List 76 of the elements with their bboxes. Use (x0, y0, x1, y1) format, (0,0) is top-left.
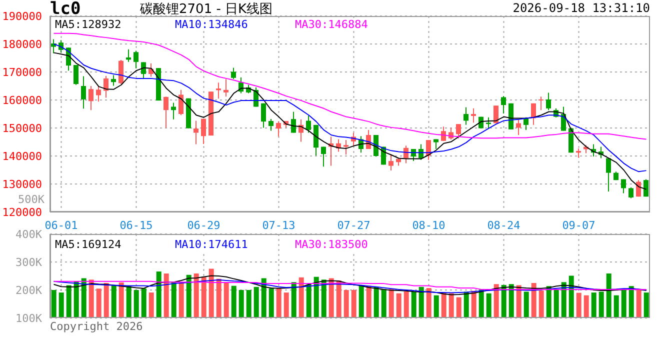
candlestick (171, 102, 176, 120)
candlestick (516, 119, 521, 136)
y-tick-label: 200K (16, 284, 42, 297)
y-tick-label: 180000 (2, 38, 42, 51)
candlestick (141, 62, 146, 80)
candlestick (118, 59, 124, 85)
candlestick (96, 86, 101, 102)
candlestick (178, 89, 184, 116)
x-tick-label: 08-10 (412, 219, 446, 232)
candlestick (321, 146, 326, 168)
candlestick (486, 116, 491, 129)
series-label: MA5:128932 (55, 18, 122, 31)
candlestick (441, 126, 446, 142)
candlestick (201, 118, 206, 144)
candlestick (546, 92, 551, 111)
candlestick (51, 38, 56, 54)
y-tick-label: 120000 (2, 206, 42, 219)
annotation: lc0 (50, 0, 81, 19)
line-series (53, 279, 647, 294)
candlestick (224, 78, 228, 98)
text: MA5:169124 (55, 238, 122, 251)
text: 500K (18, 193, 44, 206)
candlestick (501, 96, 506, 114)
text: MA30:183500 (295, 238, 368, 251)
line-series (53, 275, 647, 296)
candlestick (104, 75, 108, 98)
text: MA10:134846 (175, 18, 248, 31)
candlestick (388, 154, 394, 172)
candlestick (74, 64, 78, 86)
text: MA30:146884 (295, 18, 368, 31)
candlestick (314, 124, 318, 156)
candlestick (164, 96, 168, 128)
text: 2026-09-18 13:31:10 (512, 1, 650, 15)
candlestick (606, 158, 611, 192)
candlestick (194, 120, 198, 145)
y-tick-label: 400K (16, 228, 42, 241)
text: Copyright 2026 (50, 320, 143, 333)
candlestick (276, 121, 281, 138)
y-tick-label: 300K (16, 256, 42, 269)
candlestick (81, 76, 86, 110)
candlestick (88, 86, 94, 111)
y-tick-label: 100K (16, 312, 42, 325)
candlestick (231, 67, 236, 80)
candlestick (134, 50, 138, 69)
candlestick (111, 74, 116, 86)
x-tick-label: 07-13 (262, 219, 296, 232)
candlestick (456, 124, 461, 139)
chart-title: 碳酸锂2701 - 日K线图 (140, 1, 273, 18)
candlestick (261, 102, 266, 128)
text: MA10:174611 (175, 238, 248, 251)
x-tick-label: 06-29 (187, 219, 220, 232)
x-tick-label: 06-01 (44, 219, 78, 232)
x-tick-label: 09-07 (562, 219, 596, 232)
candlestick (291, 111, 296, 134)
candlestick (344, 140, 348, 156)
candlestick (471, 108, 476, 124)
x-tick-label: 07-27 (337, 219, 370, 232)
y-tick-label: 130000 (2, 178, 42, 191)
candlestick (434, 138, 438, 150)
y-tick-label: 140000 (2, 150, 42, 163)
y-tick-label: 160000 (2, 94, 42, 107)
line-series (53, 280, 647, 290)
candlestick (268, 118, 274, 132)
x-tick-label: 08-24 (487, 219, 521, 232)
y-tick-label: 170000 (2, 66, 42, 79)
candlestick (531, 102, 536, 126)
line-series (53, 32, 647, 140)
candlestick (464, 106, 468, 126)
y-tick-label: 150000 (2, 122, 42, 135)
y-tick-label: 190000 (2, 10, 42, 23)
candlestick (628, 186, 634, 199)
candlestick (524, 116, 528, 130)
candlestick (306, 115, 311, 134)
candlestick (621, 178, 626, 194)
x-tick-label: 06-15 (120, 219, 153, 232)
candlestick (538, 96, 544, 111)
